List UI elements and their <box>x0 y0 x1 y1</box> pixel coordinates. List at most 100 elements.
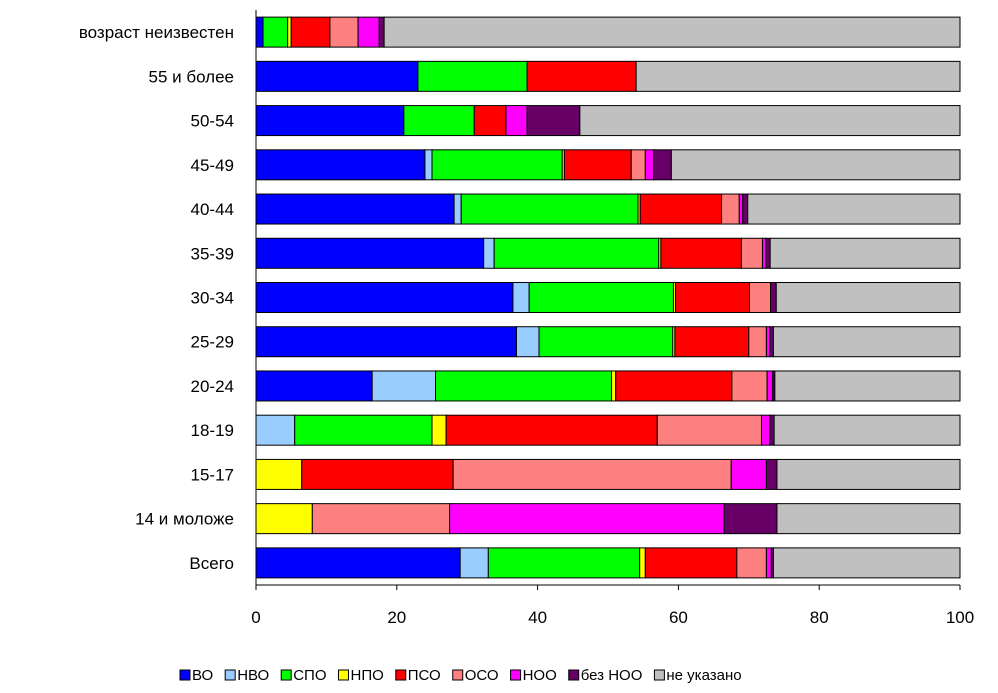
bar-segment <box>766 370 774 402</box>
legend-label: НВО <box>237 667 269 684</box>
legend-label: ВО <box>192 667 213 684</box>
legend-label: НОО <box>523 667 557 684</box>
bar-segment <box>730 458 767 490</box>
bar-segment <box>563 149 632 181</box>
bar-segment <box>403 105 475 137</box>
bar-segment <box>255 149 426 181</box>
bar-segment <box>774 370 961 402</box>
category-label: 35-39 <box>191 244 234 263</box>
bar-segment <box>765 326 771 358</box>
bar-segment <box>775 282 961 313</box>
legend-swatch <box>395 669 407 681</box>
x-axis-ticks: 0 20 40 60 80 100 <box>251 585 974 627</box>
x-tick-label: 60 <box>669 608 688 627</box>
bar-segment <box>653 149 672 181</box>
legend-swatch <box>452 669 464 681</box>
bar-segment <box>723 503 778 535</box>
bar-segment <box>635 60 961 92</box>
bar-segment <box>769 326 774 358</box>
bar-segment <box>255 414 296 446</box>
x-tick-label: 0 <box>251 608 260 627</box>
bar-segment <box>765 237 771 269</box>
bar-segment <box>255 237 485 269</box>
category-label: 45-49 <box>191 156 234 175</box>
bar-segment <box>262 16 289 48</box>
legend-swatch <box>568 669 580 681</box>
bar-segment <box>526 60 637 92</box>
bar-segment <box>772 547 961 579</box>
bar-segment <box>255 458 303 490</box>
bar-segment <box>255 193 455 225</box>
legend-label: ПСО <box>408 667 441 684</box>
bar-segment <box>674 326 750 358</box>
bar-segment <box>255 60 419 92</box>
bar-segment <box>357 16 380 48</box>
bar-segment <box>505 105 528 137</box>
category-label: 15-17 <box>191 465 234 484</box>
bar-segment <box>749 282 772 313</box>
bar-segment <box>747 193 961 225</box>
category-label: 14 и моложе <box>135 510 234 529</box>
bar-segment <box>294 414 433 446</box>
category-label: 50-54 <box>191 112 234 131</box>
bar-segment <box>255 370 373 402</box>
bar-segment <box>776 503 961 535</box>
bar-segment <box>378 16 385 48</box>
bar-segment <box>255 547 461 579</box>
bar-segment <box>512 282 530 313</box>
bar-segment <box>740 237 763 269</box>
legend-swatch <box>179 669 191 681</box>
category-labels: возраст неизвестен 55 и более 50-54 45-49 40… <box>79 23 234 573</box>
bar-segment <box>670 149 961 181</box>
bar-segment <box>417 60 528 92</box>
bar-segment <box>660 237 742 269</box>
legend-swatch <box>510 669 522 681</box>
bar-segment <box>760 414 771 446</box>
bar-segment <box>473 105 507 137</box>
bar-segment <box>769 414 775 446</box>
legend: ВО НВО СПО НПО ПСО ОСО НОО без НОО не указано <box>179 667 742 684</box>
x-tick-label: 20 <box>387 608 406 627</box>
bar-segment <box>773 414 961 446</box>
legend-label: СПО <box>293 667 326 684</box>
legend-label: без НОО <box>581 667 643 684</box>
bar-segment <box>675 282 751 313</box>
bar-segment <box>460 193 639 225</box>
bar-segment <box>738 193 744 225</box>
bar-segment <box>255 105 405 137</box>
category-label: возраст неизвестен <box>79 23 234 42</box>
bar-segment <box>329 16 359 48</box>
bar-segment <box>487 547 641 579</box>
bars-group <box>255 16 961 579</box>
x-tick-label: 40 <box>528 608 547 627</box>
legend-label: ОСО <box>465 667 499 684</box>
legend-swatch <box>224 669 236 681</box>
bar-segment <box>748 326 767 358</box>
bar-segment <box>538 326 674 358</box>
category-label: 20-24 <box>191 377 234 396</box>
category-label: 25-29 <box>191 333 234 352</box>
bar-segment <box>424 149 433 181</box>
bar-segment <box>255 326 517 358</box>
bar-segment <box>452 458 732 490</box>
bar-segment <box>493 237 660 269</box>
legend-swatch <box>653 669 665 681</box>
bar-segment <box>644 149 655 181</box>
bar-segment <box>431 149 563 181</box>
bar-segment <box>765 547 772 579</box>
bar-segment <box>311 503 451 535</box>
category-label: Всего <box>189 554 234 573</box>
bar-segment <box>765 458 778 490</box>
bar-segment <box>630 149 646 181</box>
bar-segment <box>644 547 738 579</box>
bar-segment <box>445 414 658 446</box>
category-label: 55 и более <box>149 67 235 86</box>
bar-segment <box>287 16 292 48</box>
bar-segment <box>526 105 581 137</box>
bar-segment <box>449 503 725 535</box>
bar-segment <box>515 326 540 358</box>
legend-swatch <box>337 669 349 681</box>
bar-segment <box>431 414 447 446</box>
category-label: 18-19 <box>191 421 234 440</box>
